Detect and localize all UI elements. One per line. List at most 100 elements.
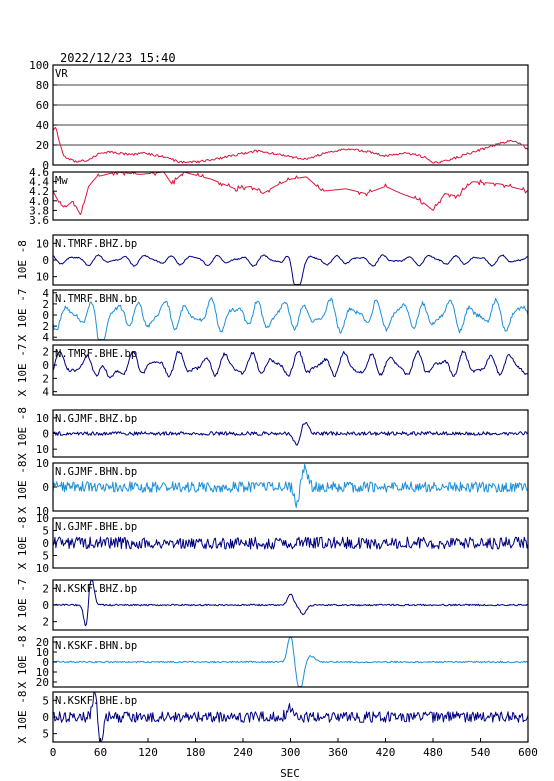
- ytick-label: 5: [42, 550, 49, 563]
- ytick-label: 80: [36, 79, 49, 92]
- ytick-label: 10: [36, 666, 49, 679]
- panel-scale: X 10E -8: [16, 461, 29, 514]
- trace-mw: [52, 171, 529, 215]
- ytick-label: 2: [42, 582, 49, 595]
- panel-label: N.KSKF.BHN.bp: [55, 640, 137, 652]
- xtick-label: 540: [471, 746, 491, 759]
- panel-label: N.TMRF.BHN.bp: [55, 293, 137, 305]
- panel-label: N.GJMF.BHN.bp: [55, 466, 137, 478]
- ytick-label: 60: [36, 99, 49, 112]
- xtick-label: 360: [328, 746, 348, 759]
- ytick-label: 5: [42, 525, 49, 538]
- ytick-label: 4.0: [29, 195, 49, 208]
- panel-label: N.KSKF.BHZ.bp: [55, 583, 137, 595]
- ytick-label: 10: [36, 505, 49, 518]
- ytick-label: 0: [42, 599, 49, 612]
- xtick-label: 120: [138, 746, 158, 759]
- ytick-label: 0: [42, 359, 49, 372]
- ytick-label: 5: [42, 694, 49, 707]
- ytick-label: 2: [42, 298, 49, 311]
- ytick-label: 0: [42, 159, 49, 172]
- xtick-label: 300: [281, 746, 301, 759]
- panel-label: N.GJMF.BHE.bp: [55, 521, 137, 533]
- xtick-label: 60: [94, 746, 107, 759]
- panel-label: N.GJMF.BHZ.bp: [55, 413, 137, 425]
- ytick-label: 0: [42, 711, 49, 724]
- ytick-label: 2: [42, 616, 49, 629]
- panel-label: N.TMRF.BHE.bp: [55, 348, 137, 360]
- panel-label: Mw: [55, 175, 68, 187]
- panel-scale: X 10E -8: [16, 691, 29, 744]
- panel-frame: [52, 171, 529, 221]
- ytick-label: 4: [42, 386, 49, 399]
- ytick-label: 5: [42, 728, 49, 741]
- ytick-label: 2: [42, 372, 49, 385]
- ytick-label: 3.6: [29, 214, 49, 227]
- ytick-label: 4: [42, 331, 49, 344]
- ytick-label: 40: [36, 119, 49, 132]
- ytick-label: 0: [42, 254, 49, 267]
- trace-n-gjmf-bhe-bp: [52, 536, 529, 550]
- xtick-label: 480: [423, 746, 443, 759]
- ytick-label: 0: [42, 656, 49, 669]
- xtick-label: 180: [186, 746, 206, 759]
- panel-scale: X 10E -7: [16, 289, 29, 342]
- x-axis: 0 60 120 180 240 300 360 420 480 540 600: [50, 738, 538, 759]
- ytick-label: 4.4: [29, 176, 49, 189]
- panel-scale: X 10E -8: [16, 517, 29, 570]
- ytick-label: 10: [36, 271, 49, 284]
- ytick-label: 4.6: [29, 166, 49, 179]
- ytick-label: 10: [36, 457, 49, 470]
- ytick-label: 10: [36, 512, 49, 525]
- ytick-label: 10: [36, 646, 49, 659]
- ytick-label: 20: [36, 139, 49, 152]
- panel-scale: X 10E -8: [16, 407, 29, 460]
- panel-10: 5 0 5 N.KSKF.BHE.bp X 10E -8: [16, 691, 529, 744]
- ytick-label: 0: [42, 428, 49, 441]
- ytick-label: 10: [36, 562, 49, 575]
- panel-label: N.TMRF.BHZ.bp: [55, 238, 137, 250]
- ytick-label: 100: [29, 59, 49, 72]
- ytick-label: 0: [42, 481, 49, 494]
- panel-8: 2 0 2 N.KSKF.BHZ.bp X 10E -7: [16, 579, 529, 631]
- panel-frame: [52, 64, 529, 166]
- panel-scale: X 10E -8: [16, 636, 29, 689]
- ytick-label: 4.2: [29, 185, 49, 198]
- panel-scale: X 10E -7: [16, 344, 29, 397]
- panel-frame: [52, 344, 529, 396]
- ytick-label: 10: [36, 443, 49, 456]
- panel-0: 0 20 40 60 80 100 VR: [29, 59, 529, 172]
- ytick-label: 10: [36, 412, 49, 425]
- ytick-label: 2: [42, 320, 49, 333]
- panel-scale: 10E -8: [16, 240, 29, 280]
- trace-n-tmrf-bhn-bp: [52, 297, 529, 340]
- ytick-label: 20: [36, 676, 49, 689]
- panel-2: 10 0 10 N.TMRF.BHZ.bp 10E -8: [16, 234, 529, 286]
- trace-n-gjmf-bhz-bp: [52, 422, 529, 446]
- xtick-label: 600: [518, 746, 538, 759]
- ytick-label: 10: [36, 237, 49, 250]
- ytick-label: 4: [42, 287, 49, 300]
- trace-n-kskf-bhe-bp: [52, 692, 529, 742]
- trace-vr: [52, 127, 529, 164]
- ytick-label: 20: [36, 636, 49, 649]
- trace-n-gjmf-bhn-bp: [52, 463, 529, 508]
- trace-n-tmrf-bhz-bp: [52, 254, 528, 285]
- ytick-label: 3.8: [29, 204, 49, 217]
- ytick-label: 2: [42, 346, 49, 359]
- xtick-label: 240: [233, 746, 253, 759]
- xtick-label: 0: [50, 746, 57, 759]
- trace-n-kskf-bhz-bp: [52, 580, 528, 627]
- ytick-label: 0: [42, 309, 49, 322]
- panel-6: 10 0 10 N.GJMF.BHN.bp X 10E -8: [16, 457, 529, 518]
- xtick-label: 420: [376, 746, 396, 759]
- panel-label: VR: [55, 68, 68, 80]
- ytick-label: 0: [42, 537, 49, 550]
- panel-1: 3.63.84.04.24.44.6 Mw: [29, 166, 529, 227]
